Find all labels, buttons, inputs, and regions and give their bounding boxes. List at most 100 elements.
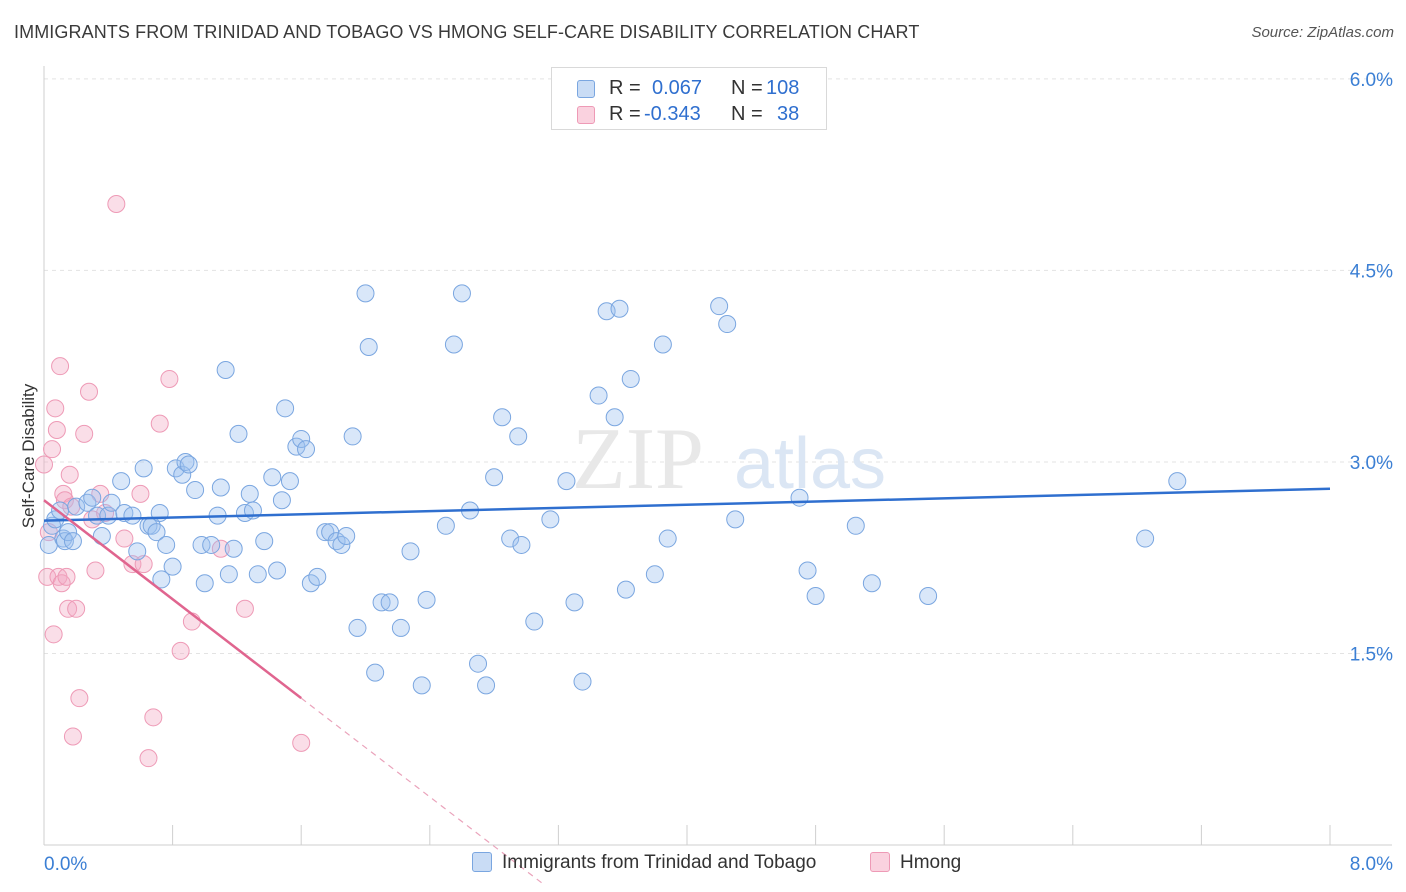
axes [43,66,1392,846]
data-point-trinidad [391,618,410,637]
data-point-hmong [115,529,134,548]
data-point-hmong [67,599,86,618]
data-point-trinidad [67,497,86,516]
data-point-trinidad [658,529,677,548]
data-point-trinidad [157,535,176,554]
legend-r-value: -0.343 [644,103,701,125]
trend-line-trinidad [43,487,1331,522]
data-point-hmong [52,574,71,593]
legend-swatch-pink [577,106,595,124]
watermark-atlas: atlas [734,424,886,504]
legend-n-label: N = [731,103,763,125]
y-tick-label: 4.5% [1350,261,1393,282]
correlation-legend: R = 0.067 N = 108 R = -0.343 N = 38 [551,67,827,130]
legend-n-value: 38 [777,103,800,125]
data-point-trinidad [163,557,182,576]
data-point-trinidad [152,570,171,589]
trend-line-hmong [43,499,302,700]
data-point-hmong [171,641,190,660]
data-point-trinidad [846,516,865,535]
data-point-trinidad [366,663,385,682]
data-point-trinidad [557,472,576,491]
data-point-trinidad [919,587,938,606]
data-point-trinidad [621,369,640,388]
x-tick-label: 8.0% [1350,854,1393,875]
bottom-legend-label: Immigrants from Trinidad and Tobago [502,852,817,873]
data-point-hmong [47,421,66,440]
data-point-trinidad [102,493,121,512]
data-point-trinidad [224,539,243,558]
data-point-trinidad [589,386,608,405]
data-point-trinidad [263,468,282,487]
data-point-trinidad [272,491,291,510]
source-label: Source: ZipAtlas.com [1251,24,1394,41]
data-point-hmong [139,749,158,768]
data-point-hmong [235,599,254,618]
data-point-hmong [107,195,126,214]
x-tick-label: 0.0% [44,854,87,875]
data-point-trinidad [83,488,102,507]
data-point-trinidad [195,574,214,593]
data-point-trinidad [790,488,809,507]
data-point-trinidad [216,361,235,380]
data-point-trinidad [147,523,166,542]
data-point-trinidad [401,542,420,561]
data-point-trinidad [332,535,351,554]
chart-title: IMMIGRANTS FROM TRINIDAD AND TOBAGO VS H… [14,22,920,42]
data-point-trinidad [412,676,431,695]
data-point-hmong [70,689,89,708]
legend-r-value: 0.067 [652,77,703,99]
watermark: ZIP atlas [572,411,886,508]
data-point-trinidad [485,468,504,487]
data-point-trinidad [512,535,531,554]
data-point-trinidad [501,529,520,548]
data-point-trinidad [337,527,356,546]
data-point-hmong [75,424,94,443]
bottom-legend-swatch-blue [472,852,492,872]
data-point-trinidad [179,455,198,474]
data-point-trinidad [493,408,512,427]
data-point-trinidad [645,565,664,584]
data-point-trinidad [616,580,635,599]
data-point-hmong [160,369,179,388]
data-point-trinidad [348,618,367,637]
y-axis-label: Self-Care Disability [19,383,38,528]
y-tick-label: 1.5% [1350,644,1393,665]
data-point-trinidad [509,427,528,446]
data-point-trinidad [186,481,205,500]
data-point-hmong [55,491,74,510]
data-point-trinidad [710,297,729,316]
data-point-trinidad [301,574,320,593]
data-point-trinidad [297,440,316,459]
data-point-hmong [63,727,82,746]
data-point-trinidad [477,676,496,695]
data-point-trinidad [134,459,153,478]
bottom-legend-label: Hmong [900,852,962,873]
data-point-trinidad [268,561,287,580]
data-point-trinidad [798,561,817,580]
data-point-hmong [57,567,76,586]
data-point-trinidad [240,484,259,503]
data-point-trinidad [565,593,584,612]
bottom-legend-trinidad: Immigrants from Trinidad and Tobago [472,852,816,874]
data-point-trinidad [78,493,97,512]
data-point-trinidad [123,506,142,525]
data-point-trinidad [248,565,267,584]
data-point-trinidad [308,567,327,586]
data-point-trinidad [343,427,362,446]
y-tick-label: 6.0% [1350,70,1393,91]
data-point-trinidad [605,408,624,427]
gridlines [44,78,1392,654]
data-point-hmong [46,399,65,418]
data-point-trinidad [59,523,78,542]
legend-r-label: R = [609,103,641,125]
legend-swatch-blue [577,80,595,98]
data-point-trinidad [292,429,311,448]
data-point-trinidad [436,516,455,535]
data-point-trinidad [1168,472,1187,491]
data-point-trinidad [541,510,560,529]
tick-labels: 1.5% 3.0% 4.5% 6.0% 0.0% 8.0% [44,70,1393,875]
data-point-hmong [44,625,63,644]
data-point-trinidad [862,574,881,593]
